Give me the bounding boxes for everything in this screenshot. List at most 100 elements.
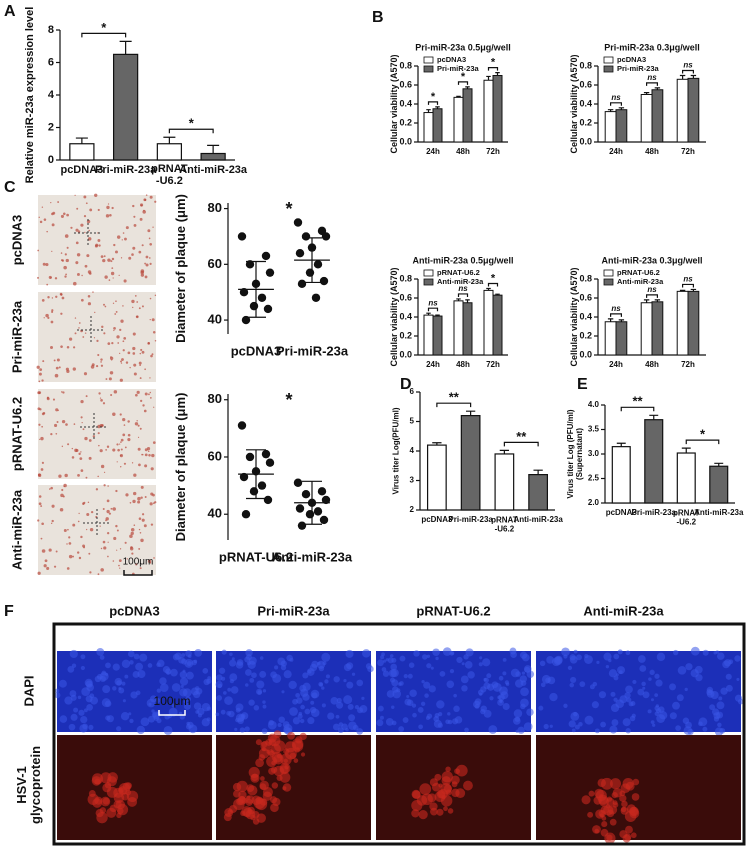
x-tick-label: 48h [645,147,659,156]
y-axis-label: Relative miR-23a expression level [24,7,36,184]
sd-bar [302,480,322,525]
photo-speck [78,512,80,515]
photo-speck [100,399,103,402]
photo-speck [146,447,151,451]
photo-speck [108,279,111,281]
photo-speck [137,424,140,427]
nucleus [456,656,463,664]
photo-speck [41,206,44,208]
nucleus [356,679,364,687]
data-point [261,251,271,261]
photo-speck [132,352,136,355]
photo-speck [122,417,126,422]
y-tick-label: 0.8 [399,273,412,283]
column-header: pcDNA3 [109,603,160,618]
photo-speck [80,416,83,419]
photo-speck [89,527,94,532]
y-tick-label: 0.4 [399,98,412,108]
photo-speck [141,305,144,308]
nucleus [336,697,342,703]
error-bar [618,107,625,110]
photo-speck [61,488,64,492]
nucleus [426,654,431,658]
nucleus [452,718,459,725]
y-axis-label: Cellular viability (A570) [389,267,399,366]
infected-cell [255,739,262,746]
nucleus [137,669,146,679]
photo-speck [41,461,45,464]
nucleus [148,702,152,706]
significance-bracket [168,128,214,134]
photo-speck [116,461,118,463]
nucleus [304,708,311,715]
photo-speck [152,226,154,228]
photo-speck [134,422,139,426]
nucleus [86,683,94,692]
error-bar [607,109,614,112]
legend-label: pRNAT-U6.2 [617,268,660,277]
nucleus [262,704,267,709]
photo-speck [89,272,92,275]
photo-speck [83,501,86,504]
hsv-image [536,735,741,840]
nucleus [386,690,395,698]
nucleus [302,672,309,679]
plaque-photo [38,389,156,479]
nucleus [124,674,129,679]
nucleus [171,703,176,708]
nucleus [256,680,265,689]
nucleus [178,711,183,715]
photo-speck [80,298,84,302]
nucleus [584,655,593,664]
nucleus [677,666,687,675]
photo-speck [123,424,126,426]
photo-speck [73,346,76,349]
photo-speck [46,566,50,570]
nucleus [112,686,117,691]
x-tick-label: pcDNA3 [231,343,282,358]
y-tick-label: 0.2 [579,117,592,127]
nucleus [133,653,140,660]
photo-speck [80,400,84,404]
photo-speck [50,432,53,436]
significance-label: * [189,116,195,131]
photo-speck [143,409,147,413]
nucleus [348,721,357,731]
nucleus [139,653,148,662]
photo-speck [80,223,84,227]
nucleus [299,684,307,692]
nucleus [70,713,78,721]
nucleus [421,679,425,684]
nucleus [390,663,398,671]
photo-speck [137,447,141,451]
photo-speck [150,523,154,526]
x-tick-label: pRNAT-U6.2 [151,163,188,187]
row-label: Pri-miR-23a [9,300,24,373]
photo-speck [108,512,112,515]
nucleus [236,659,244,666]
infected-cell [592,825,601,834]
photo-speck [94,193,98,197]
nucleus [385,718,394,726]
error-bar [495,293,500,296]
photo-speck [41,522,44,526]
nucleus [241,713,246,719]
significance-label: ns [647,285,657,294]
y-tick-label: 0.2 [399,330,412,340]
photo-speck [51,504,55,508]
nucleus [259,670,267,678]
photo-speck [108,377,112,381]
photo-speck [121,358,124,361]
photo-speck [71,447,74,450]
error-bar [607,318,614,322]
nucleus [234,727,238,731]
nucleus [180,684,184,689]
nucleus [489,696,494,701]
infected-cell [126,790,139,802]
infected-cell [260,776,265,781]
photo-speck [61,391,63,393]
nucleus [638,655,646,663]
nucleus [406,699,414,707]
data-point [239,472,249,482]
photo-speck [104,305,107,308]
